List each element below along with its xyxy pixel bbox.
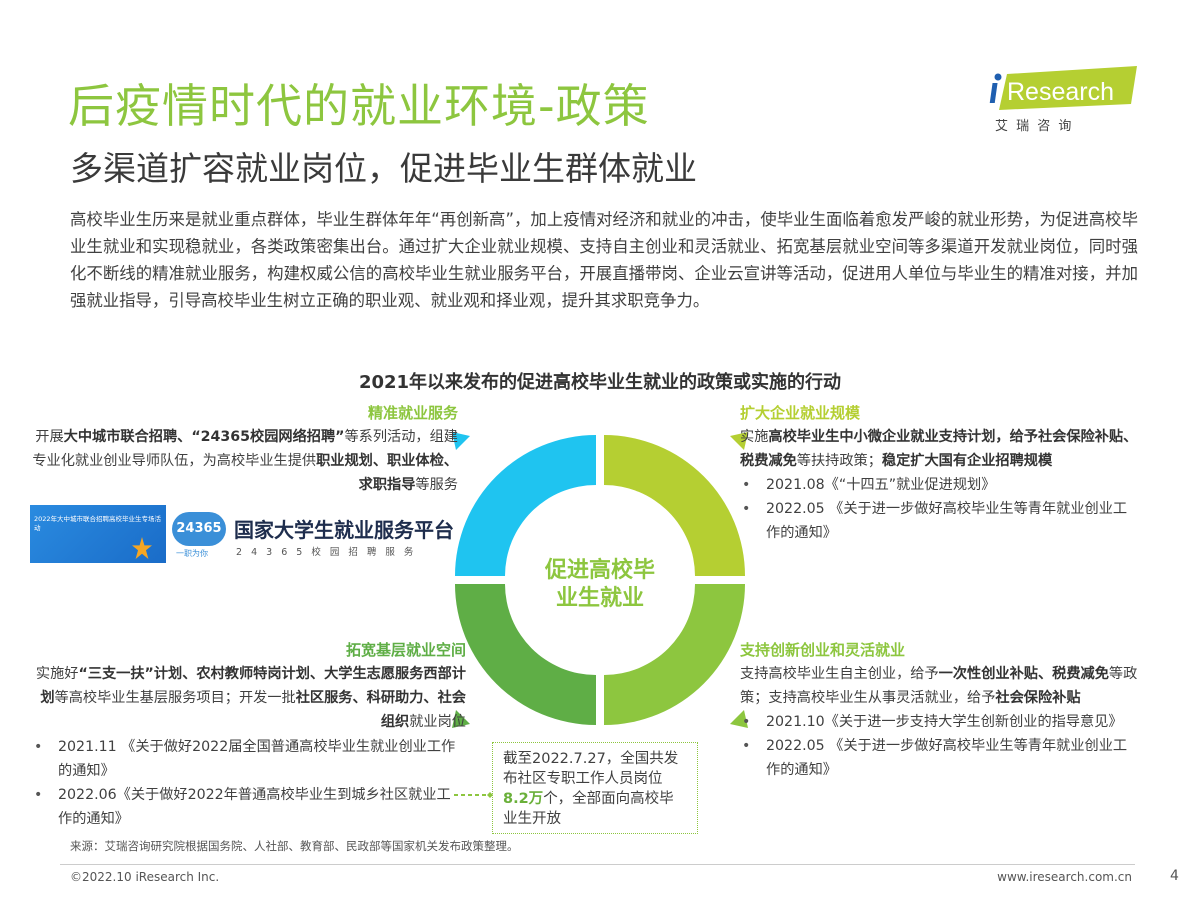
platform-tagline: 2 4 3 6 5 校 园 招 聘 服 务: [236, 547, 417, 558]
callout-connector: [454, 792, 493, 798]
quadrant-heading: 拓宽基层就业空间: [345, 641, 466, 659]
ring-center-line1: 促进高校毕: [544, 557, 655, 583]
footer-url[interactable]: www.iresearch.com.cn: [997, 870, 1132, 884]
page-title: 后疫情时代的就业环境-政策: [68, 79, 650, 133]
intro-paragraph: 高校毕业生历来是就业重点群体，毕业生群体年年“再创新高”，加上疫情对经济和就业的…: [70, 210, 1138, 310]
body-text: 等高校毕业生基层服务项目；开发一批: [54, 690, 296, 706]
quadrant-top-left: 精准就业服务 开展大中城市联合招聘、“24365校园网络招聘”等系列活动，组建专…: [30, 401, 458, 497]
policy-list: 2021.11 《关于做好2022届全国普通高校毕业生就业创业工作的通知》202…: [32, 735, 464, 831]
logo-cn: 艾 瑞 咨 询: [995, 119, 1073, 134]
body-text: 就业岗位: [409, 714, 466, 730]
emphasis-text: 社区服务、科研助力、社会组织: [295, 690, 466, 730]
emphasis-text: 大中城市联合招聘、“24365校园网络招聘”: [63, 429, 345, 445]
pointer-arrow-icon: [452, 432, 470, 450]
iresearch-logo: Research 艾 瑞 咨 询: [989, 66, 1137, 134]
ring-diagram: 促进高校毕 业生就业: [452, 432, 748, 728]
policy-list: 2021.08《“十四五”就业促进规划》2022.05 《关于进一步做好高校毕业…: [740, 473, 1140, 545]
callout-box: 截至2022.7.27，全国共发布社区专职工作人员岗位 8.2万个，全部面向高校毕…: [492, 742, 698, 834]
platform-name: 国家大学生就业服务平台: [234, 518, 454, 542]
body-text: 等服务: [415, 477, 458, 493]
ring-segment-top-right: [604, 435, 745, 576]
body-text: 等政策；支持高校毕业生从事灵活就业，给予: [740, 666, 1138, 706]
svg-text:Research: Research: [1007, 78, 1114, 106]
footer-copyright: ©2022.10 iResearch Inc.: [70, 870, 220, 884]
campaign-banner-image: 2022年大中城市联合招聘高校毕业生专场活动: [30, 505, 166, 563]
policy-item: 2022.05 《关于进一步做好高校毕业生等青年就业创业工作的通知》: [740, 734, 1140, 782]
quadrant-body: 实施好“三支一扶”计划、农村教师特岗计划、大学生志愿服务西部计划等高校毕业生基层…: [30, 662, 466, 734]
source-note: 来源：艾瑞咨询研究院根据国务院、人社部、教育部、民政部等国家机关发布政策整理。: [70, 839, 519, 853]
quadrant-body: 实施高校毕业生中小微企业就业支持计划，给予社会保险补贴、税费减免等扶持政策；稳定…: [740, 425, 1140, 473]
policy-item: 2021.11 《关于做好2022届全国普通高校毕业生就业创业工作的通知》: [32, 735, 464, 783]
emphasis-text: 社会保险补贴: [995, 690, 1081, 706]
pointer-arrow-icon: [452, 710, 470, 728]
emphasis-text: “三支一扶”计划、农村教师特岗计划、大学生志愿服务西部计划: [40, 666, 466, 706]
quadrant-heading: 支持创新创业和灵活就业: [740, 641, 906, 659]
quadrant-bottom-left: 拓宽基层就业空间 实施好“三支一扶”计划、农村教师特岗计划、大学生志愿服务西部计…: [30, 638, 466, 734]
ring-segment-bottom-left: [455, 584, 596, 725]
body-text: 实施好: [35, 666, 79, 682]
quadrant-bottom-left-policies: 2021.11 《关于做好2022届全国普通高校毕业生就业创业工作的通知》202…: [32, 735, 472, 831]
callout-text: 截至2022.7.27，全国共发布社区专职工作人员岗位: [503, 751, 679, 787]
footer-divider: [60, 864, 1135, 865]
section-title: 2021年以来发布的促进高校毕业生就业的政策或实施的行动: [358, 372, 842, 393]
page-subtitle: 多渠道扩容就业岗位，促进毕业生群体就业: [70, 149, 697, 188]
quadrant-body: 开展大中城市联合招聘、“24365校园网络招聘”等系列活动，组建专业化就业创业导…: [30, 425, 458, 497]
emphasis-text: 高校毕业生中小微企业就业支持计划，给予社会保险补贴、税费减免: [740, 429, 1138, 469]
policy-list: 2021.10《关于进一步支持大学生创新创业的指导意见》2022.05 《关于进…: [740, 710, 1140, 782]
quadrant-heading: 精准就业服务: [367, 404, 458, 422]
body-text: 开展: [35, 429, 64, 445]
platform-badge: 24365: [172, 512, 226, 546]
ring-center-line2: 业生就业: [556, 585, 644, 611]
policy-item: 2021.08《“十四五”就业促进规划》: [740, 473, 1140, 497]
platform-badge-sub: 一职为你: [176, 549, 208, 558]
quadrant-bottom-right: 支持创新创业和灵活就业 支持高校毕业生自主创业，给予一次性创业补贴、税费减免等政…: [740, 638, 1140, 782]
ring-segment-bottom-right: [604, 584, 745, 725]
platform-logo: 24365 一职为你 国家大学生就业服务平台 2 4 3 6 5 校 园 招 聘…: [172, 508, 462, 563]
quadrant-body: 支持高校毕业生自主创业，给予一次性创业补贴、税费减免等政策；支持高校毕业生从事灵…: [740, 662, 1140, 710]
policy-item: 2022.05 《关于进一步做好高校毕业生等青年就业创业工作的通知》: [740, 497, 1140, 545]
banner-text: 2022年大中城市联合招聘高校毕业生专场活动: [34, 515, 162, 532]
callout-highlight: 8.2万: [503, 791, 544, 807]
emphasis-text: 职业规划、职业体检、求职指导: [316, 453, 458, 493]
callout-text-end: 个，全部面向高校毕业生开放: [503, 791, 674, 827]
policy-item: 2021.10《关于进一步支持大学生创新创业的指导意见》: [740, 710, 1140, 734]
emphasis-text: 一次性创业补贴、税费减免: [938, 666, 1109, 682]
emphasis-text: 稳定扩大国有企业招聘规模: [881, 453, 1053, 469]
quadrant-heading: 扩大企业就业规模: [740, 404, 861, 422]
policy-item: 2022.06《关于做好2022年普通高校毕业生到城乡社区就业工作的通知》: [32, 783, 464, 831]
quadrant-top-right: 扩大企业就业规模 实施高校毕业生中小微企业就业支持计划，给予社会保险补贴、税费减…: [740, 401, 1140, 545]
star-figure-icon: [132, 537, 152, 559]
ring-segment-top-left: [455, 435, 596, 576]
page-number: 4: [1170, 868, 1179, 884]
pointer-arrow-icon: [730, 432, 748, 450]
body-text: 等系列活动，组建专业化就业创业导师队伍，为高校毕业生提供: [32, 429, 458, 469]
body-text: 实施: [740, 429, 769, 445]
body-text: 支持高校毕业生自主创业，给予: [740, 666, 939, 682]
body-text: 等扶持政策；: [796, 453, 882, 469]
